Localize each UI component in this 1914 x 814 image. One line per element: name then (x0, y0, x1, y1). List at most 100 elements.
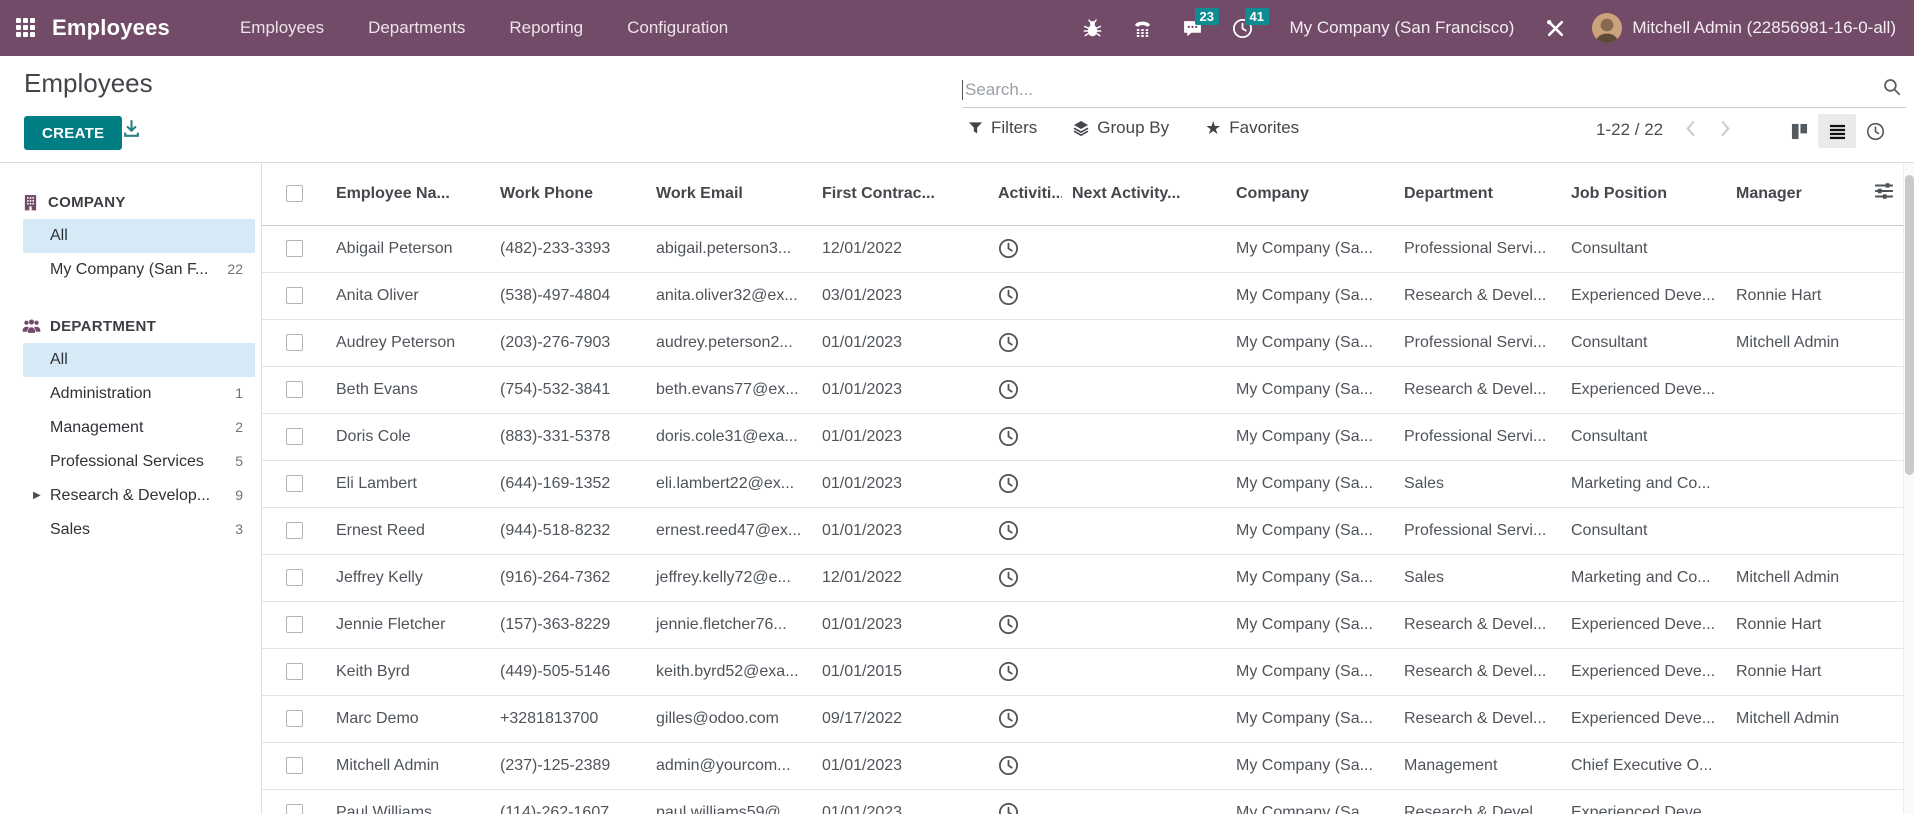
cell-manager[interactable] (1726, 742, 1862, 790)
activity-clock-icon[interactable] (998, 332, 1019, 353)
cell-department[interactable]: Professional Servi... (1394, 413, 1561, 461)
cell-first-contract[interactable]: 01/01/2023 (812, 460, 988, 508)
table-row[interactable]: Abigail Peterson (482)-233-3393 abigail.… (262, 225, 1906, 273)
row-checkbox[interactable] (285, 521, 303, 539)
pager-previous-icon[interactable] (1683, 118, 1698, 142)
favorites-button[interactable]: ★ Favorites (1205, 118, 1300, 138)
user-avatar[interactable] (1592, 13, 1622, 43)
cell-job-position[interactable]: Experienced Deve... (1561, 601, 1726, 649)
cell-next-activity[interactable] (1062, 366, 1226, 414)
cell-department[interactable]: Research & Devel... (1394, 272, 1561, 320)
debug-bug-icon[interactable] (1080, 15, 1106, 41)
row-checkbox[interactable] (285, 803, 303, 814)
col-work-phone[interactable]: Work Phone (490, 163, 646, 226)
activity-clock-icon[interactable] (998, 379, 1019, 400)
select-all-checkbox[interactable] (285, 185, 303, 203)
cell-first-contract[interactable]: 12/01/2022 (812, 225, 988, 273)
table-row[interactable]: Eli Lambert (644)-169-1352 eli.lambert22… (262, 460, 1906, 508)
cell-next-activity[interactable] (1062, 601, 1226, 649)
cell-first-contract[interactable]: 09/17/2022 (812, 695, 988, 743)
cell-email[interactable]: abigail.peterson3... (646, 225, 812, 273)
cell-email[interactable]: gilles@odoo.com (646, 695, 812, 743)
cell-manager[interactable]: Ronnie Hart (1726, 601, 1862, 649)
cell-company[interactable]: My Company (Sa... (1226, 648, 1394, 696)
cell-phone[interactable]: (449)-505-5146 (490, 648, 646, 696)
cell-email[interactable]: keith.byrd52@exa... (646, 648, 812, 696)
tools-icon[interactable] (1542, 15, 1568, 41)
cell-company[interactable]: My Company (Sa... (1226, 366, 1394, 414)
cell-next-activity[interactable] (1062, 789, 1226, 814)
col-first-contract[interactable]: First Contrac... (812, 163, 988, 226)
cell-job-position[interactable]: Consultant (1561, 507, 1726, 555)
cell-job-position[interactable]: Marketing and Co... (1561, 460, 1726, 508)
table-row[interactable]: Keith Byrd (449)-505-5146 keith.byrd52@e… (262, 648, 1906, 696)
table-row[interactable]: Jennie Fletcher (157)-363-8229 jennie.fl… (262, 601, 1906, 649)
cell-phone[interactable]: (644)-169-1352 (490, 460, 646, 508)
cell-job-position[interactable]: Marketing and Co... (1561, 554, 1726, 602)
cell-next-activity[interactable] (1062, 554, 1226, 602)
cell-name[interactable]: Ernest Reed (326, 507, 490, 555)
table-row[interactable]: Ernest Reed (944)-518-8232 ernest.reed47… (262, 507, 1906, 555)
cell-department[interactable]: Management (1394, 742, 1561, 790)
cell-company[interactable]: My Company (Sa... (1226, 413, 1394, 461)
cell-next-activity[interactable] (1062, 695, 1226, 743)
cell-department[interactable]: Professional Servi... (1394, 225, 1561, 273)
cell-manager[interactable] (1726, 366, 1862, 414)
menu-reporting[interactable]: Reporting (509, 18, 584, 37)
table-row[interactable]: Doris Cole (883)-331-5378 doris.cole31@e… (262, 413, 1906, 461)
cell-next-activity[interactable] (1062, 225, 1226, 273)
row-checkbox[interactable] (285, 286, 303, 304)
list-view-icon[interactable] (1818, 114, 1856, 148)
cell-company[interactable]: My Company (Sa... (1226, 272, 1394, 320)
cell-first-contract[interactable]: 01/01/2015 (812, 648, 988, 696)
cell-phone[interactable]: (114)-262-1607 (490, 789, 646, 814)
cell-name[interactable]: Marc Demo (326, 695, 490, 743)
activity-clock-icon[interactable] (998, 473, 1019, 494)
cell-job-position[interactable]: Experienced Deve... (1561, 648, 1726, 696)
cell-first-contract[interactable]: 01/01/2023 (812, 413, 988, 461)
cell-email[interactable]: jennie.fletcher76... (646, 601, 812, 649)
cell-job-position[interactable]: Chief Executive O... (1561, 742, 1726, 790)
cell-name[interactable]: Jeffrey Kelly (326, 554, 490, 602)
row-checkbox[interactable] (285, 568, 303, 586)
search-bar[interactable] (962, 72, 1906, 108)
activity-clock-icon[interactable] (998, 238, 1019, 259)
cell-manager[interactable]: Mitchell Admin (1726, 695, 1862, 743)
search-icon[interactable] (1882, 77, 1902, 102)
col-department[interactable]: Department (1394, 163, 1561, 226)
cell-department[interactable]: Research & Devel... (1394, 789, 1561, 814)
row-checkbox[interactable] (285, 756, 303, 774)
col-company[interactable]: Company (1226, 163, 1394, 226)
cell-first-contract[interactable]: 01/01/2023 (812, 742, 988, 790)
cell-department[interactable]: Professional Servi... (1394, 319, 1561, 367)
table-row[interactable]: Jeffrey Kelly (916)-264-7362 jeffrey.kel… (262, 554, 1906, 602)
export-download-icon[interactable] (122, 120, 141, 142)
cell-company[interactable]: My Company (Sa... (1226, 789, 1394, 814)
activity-clock-icon[interactable] (998, 285, 1019, 306)
cell-phone[interactable]: (883)-331-5378 (490, 413, 646, 461)
row-checkbox[interactable] (285, 662, 303, 680)
cell-next-activity[interactable] (1062, 742, 1226, 790)
col-work-email[interactable]: Work Email (646, 163, 812, 226)
cell-name[interactable]: Abigail Peterson (326, 225, 490, 273)
cell-name[interactable]: Doris Cole (326, 413, 490, 461)
cell-email[interactable]: paul.williams59@... (646, 789, 812, 814)
search-input[interactable] (965, 79, 1882, 100)
cell-first-contract[interactable]: 12/01/2022 (812, 554, 988, 602)
cell-company[interactable]: My Company (Sa... (1226, 460, 1394, 508)
cell-company[interactable]: My Company (Sa... (1226, 507, 1394, 555)
menu-configuration[interactable]: Configuration (627, 18, 729, 37)
scrollbar-thumb[interactable] (1905, 175, 1914, 475)
row-checkbox[interactable] (285, 474, 303, 492)
cell-next-activity[interactable] (1062, 272, 1226, 320)
menu-employees[interactable]: Employees (239, 18, 325, 37)
cell-company[interactable]: My Company (Sa... (1226, 695, 1394, 743)
cell-job-position[interactable]: Consultant (1561, 413, 1726, 461)
cell-name[interactable]: Jennie Fletcher (326, 601, 490, 649)
cell-company[interactable]: My Company (Sa... (1226, 225, 1394, 273)
cell-email[interactable]: admin@yourcom... (646, 742, 812, 790)
cell-job-position[interactable]: Consultant (1561, 225, 1726, 273)
kanban-view-icon[interactable] (1780, 114, 1818, 148)
cell-job-position[interactable]: Experienced Deve... (1561, 366, 1726, 414)
row-checkbox[interactable] (285, 615, 303, 633)
